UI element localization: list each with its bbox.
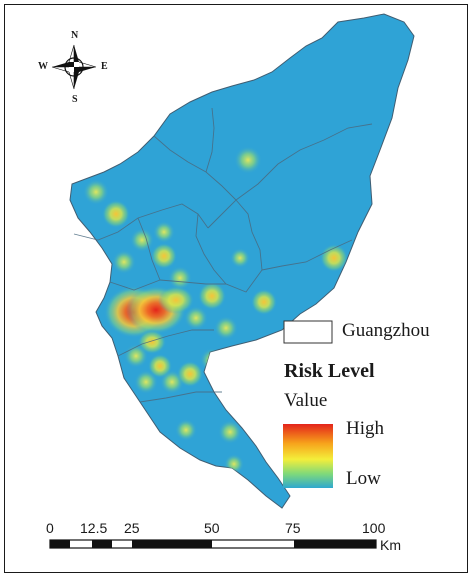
hotspot [83,179,109,205]
legend-low-label: Low [346,468,381,489]
hotspot [168,266,192,290]
scale-tick-label: 12.5 [80,520,108,536]
legend-high-label: High [346,418,384,439]
hotspot [234,146,262,174]
scale-tick-label: 100 [362,520,386,536]
compass-icon [51,44,97,90]
hotspot [224,454,244,474]
hotspot [218,420,242,444]
hotspot [138,330,166,354]
hotspot [153,221,175,243]
scale-segment [132,540,212,548]
scale-tick-label: 75 [285,520,301,536]
hotspot [230,248,250,268]
hotspot [112,250,136,274]
compass-west-label: W [38,61,48,72]
hotspot [198,282,226,310]
hotspot [151,243,177,269]
scale-tick-label: 25 [124,520,140,536]
hotspot [175,419,197,441]
legend-title: Risk Level [284,360,375,382]
hotspot [184,306,208,330]
hotspot [214,316,238,340]
hotspot [177,361,203,387]
scale-segment [50,540,70,548]
scale-tick-label: 0 [46,520,54,536]
hotspot [134,370,158,394]
scale-segment [92,540,112,548]
hotspot [124,344,148,368]
hotspot [251,289,277,315]
scale-bar [49,539,377,549]
compass-north-label: N [71,30,79,41]
district-boundaries [73,107,373,403]
hotspot [102,200,130,228]
legend-subtitle: Value [284,390,328,411]
compass-east-label: E [101,61,108,72]
scale-unit-label: Km [380,537,401,553]
scale-tick-label: 50 [204,520,220,536]
legend-boundary-label: Guangzhou [342,320,430,341]
legend-gradient-bar [283,424,333,488]
hotspot [130,228,154,252]
scale-segment [294,540,376,548]
risk-hotspots [83,146,348,474]
compass-south-label: S [72,94,78,105]
hotspot [158,286,194,314]
legend-boundary-swatch [283,320,333,344]
